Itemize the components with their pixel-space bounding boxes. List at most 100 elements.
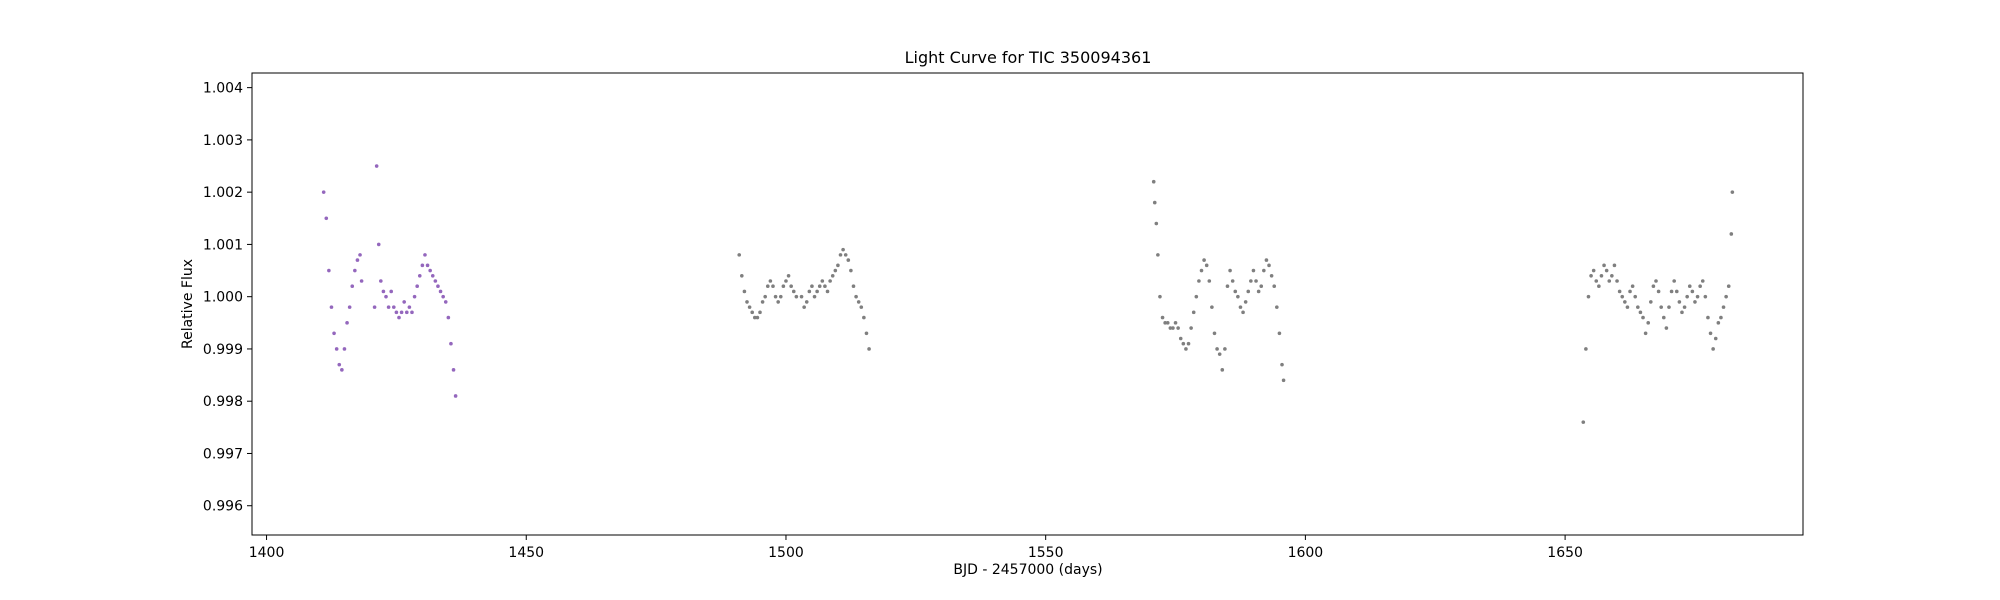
data-point-series-2 [1674, 289, 1679, 294]
data-point-series-2 [1607, 279, 1612, 283]
data-point-series-2 [1726, 284, 1731, 289]
data-point-series-2 [755, 315, 760, 320]
data-point-series-1 [374, 164, 379, 168]
data-point-series-1 [340, 368, 344, 372]
data-point-series-1 [355, 258, 360, 262]
data-point-series-2 [1643, 331, 1648, 336]
data-point-series-1 [342, 347, 347, 351]
data-point-series-2 [1656, 289, 1661, 294]
data-point-series-2 [843, 253, 848, 257]
data-point-series-2 [1633, 294, 1638, 299]
data-point-series-2 [825, 289, 830, 294]
data-point-series-1 [389, 289, 394, 294]
data-point-series-2 [812, 294, 817, 299]
data-point-series-2 [1685, 294, 1689, 299]
y-tick-label: 1.004 [203, 81, 243, 97]
data-point-series-1 [451, 368, 456, 372]
data-point-series-2 [1630, 284, 1635, 289]
data-point-series-2 [1641, 315, 1645, 320]
data-point-series-2 [820, 279, 825, 283]
data-point-series-2 [810, 284, 814, 289]
data-point-series-2 [1659, 305, 1663, 309]
data-point-series-2 [1693, 300, 1697, 304]
data-point-series-1 [337, 362, 342, 367]
x-tick-label: 1500 [768, 545, 804, 561]
data-point-series-2 [1700, 279, 1705, 283]
chart-title: Light Curve for TIC 350094361 [905, 48, 1152, 67]
data-point-series-2 [817, 284, 822, 289]
data-point-series-2 [1602, 263, 1606, 268]
data-point-series-2 [760, 300, 765, 304]
data-point-series-2 [838, 253, 843, 257]
data-point-series-1 [417, 273, 422, 278]
data-point-series-1 [425, 263, 430, 268]
data-point-series-2 [1165, 321, 1170, 325]
data-point-series-2 [1230, 279, 1235, 283]
data-point-series-2 [1189, 326, 1193, 330]
y-axis-ticks: 0.996 0.997 0.998 0.999 1.000 1.001 1.002 1.003… [203, 81, 252, 515]
data-point-series-2 [1690, 289, 1695, 294]
data-point-series-2 [849, 268, 853, 273]
data-point-series-2 [1220, 368, 1225, 372]
data-point-series-2 [1651, 284, 1656, 289]
data-point-series-2 [1638, 310, 1643, 315]
data-point-series-2 [867, 347, 871, 351]
data-point-series-2 [1612, 263, 1617, 268]
data-point-series-2 [1154, 221, 1159, 226]
data-point-series-2 [862, 315, 866, 320]
data-point-series-1 [358, 253, 362, 257]
data-point-series-2 [1181, 341, 1186, 346]
data-point-series-2 [1152, 200, 1157, 205]
data-point-series-2 [778, 294, 783, 299]
data-point-series-2 [841, 247, 845, 252]
data-point-series-2 [1184, 347, 1188, 351]
data-point-series-1 [372, 305, 377, 309]
data-point-series-2 [763, 294, 767, 299]
data-point-series-1 [443, 300, 448, 304]
data-point-series-2 [1272, 284, 1277, 289]
data-point-series-2 [745, 300, 749, 304]
data-point-series-2 [1589, 273, 1593, 278]
data-point-series-2 [791, 289, 796, 294]
y-tick-label: 0.998 [203, 394, 243, 410]
data-point-series-2 [1228, 268, 1232, 273]
data-point-series-2 [1680, 310, 1684, 315]
data-point-series-2 [1202, 258, 1206, 262]
data-point-series-2 [1667, 305, 1671, 309]
data-point-series-2 [1646, 321, 1651, 325]
data-point-series-2 [768, 279, 773, 283]
data-point-series-2 [1246, 289, 1251, 294]
data-point-series-2 [1277, 331, 1282, 336]
x-tick-label: 1550 [1028, 545, 1064, 561]
data-point-series-2 [1194, 294, 1199, 299]
data-point-series-1 [410, 310, 414, 315]
data-point-series-2 [773, 294, 778, 299]
data-point-series-2 [765, 284, 770, 289]
data-point-series-2 [1178, 336, 1183, 341]
data-point-series-1 [397, 315, 401, 320]
data-point-series-2 [1243, 300, 1248, 304]
data-point-series-2 [1672, 279, 1676, 283]
data-point-series-2 [740, 273, 744, 278]
data-point-series-2 [1623, 300, 1627, 304]
data-point-series-2 [1636, 305, 1640, 309]
data-point-series-2 [747, 305, 752, 309]
data-points [321, 164, 1735, 424]
data-point-series-2 [1594, 279, 1599, 283]
data-point-series-2 [737, 253, 742, 257]
data-point-series-2 [781, 284, 786, 289]
data-point-series-2 [1207, 279, 1212, 283]
data-point-series-1 [381, 289, 386, 294]
data-point-series-2 [1241, 310, 1245, 315]
data-point-series-1 [384, 294, 388, 299]
data-point-series-1 [438, 289, 443, 294]
data-point-series-2 [1267, 263, 1271, 268]
data-point-series-2 [830, 273, 835, 278]
x-tick-label: 1450 [508, 545, 544, 561]
data-point-series-2 [1259, 284, 1264, 289]
data-point-series-2 [1617, 289, 1622, 294]
data-point-series-2 [1280, 362, 1284, 367]
data-point-series-2 [856, 300, 861, 304]
